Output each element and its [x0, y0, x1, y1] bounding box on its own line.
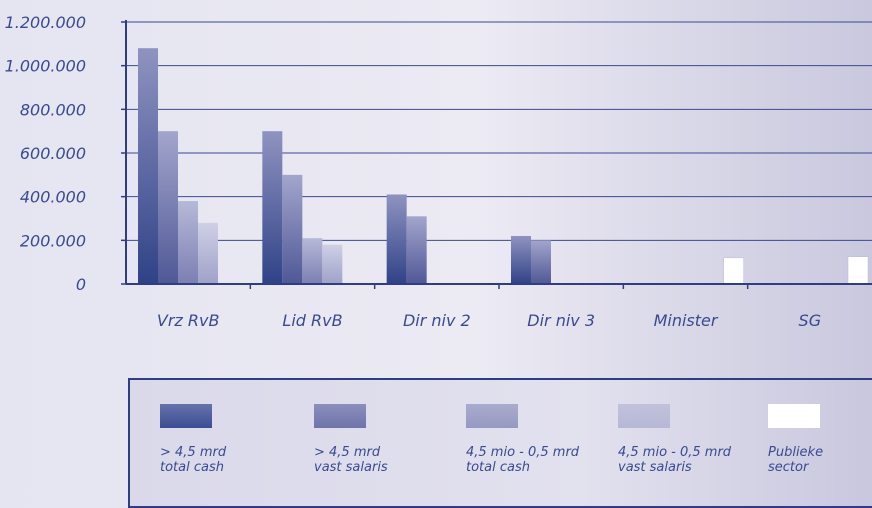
- legend-label: 4,5 mio - 0,5 mrd total cash: [466, 445, 580, 475]
- bar: [262, 131, 283, 284]
- legend-swatch: [768, 404, 820, 428]
- bar: [198, 222, 218, 284]
- bar: [178, 201, 198, 284]
- legend-item: 4,5 mio - 0,5 mrd vast salaris: [618, 404, 731, 475]
- bar: [282, 174, 303, 284]
- bar: [723, 257, 744, 285]
- bar: [531, 240, 551, 284]
- y-tick-label: 1.000.000: [5, 57, 86, 76]
- bar: [322, 244, 343, 284]
- legend-swatch: [618, 404, 670, 428]
- legend-item: Publieke sector: [768, 404, 823, 475]
- y-tick-label: 400.000: [20, 188, 86, 207]
- legend-label: > 4,5 mrd total cash: [160, 445, 227, 475]
- x-tick-label: Lid RvB: [282, 311, 342, 330]
- bar: [406, 216, 427, 284]
- x-tick-label: Vrz RvB: [157, 311, 220, 330]
- legend-swatch: [160, 404, 212, 428]
- y-tick-label: 600.000: [20, 144, 86, 163]
- bar: [302, 238, 323, 284]
- x-tick-label: Minister: [654, 311, 719, 330]
- legend-swatch: [466, 404, 518, 428]
- bar: [386, 194, 407, 284]
- legend-swatch: [314, 404, 366, 428]
- legend-label: Publieke sector: [768, 445, 824, 475]
- bar: [847, 256, 869, 285]
- legend-item: > 4,5 mrd vast salaris: [314, 404, 388, 475]
- legend-label: 4,5 mio - 0,5 mrd vast salaris: [618, 445, 732, 475]
- bar: [158, 131, 178, 284]
- legend: > 4,5 mrd total cash > 4,5 mrd vast salar…: [128, 378, 872, 508]
- y-tick-label: 0: [76, 275, 86, 294]
- legend-item: > 4,5 mrd total cash: [160, 404, 226, 475]
- x-tick-label: Dir niv 2: [403, 311, 471, 330]
- legend-item: 4,5 mio - 0,5 mrd total cash: [466, 404, 579, 475]
- y-tick-label: 800.000: [20, 100, 86, 119]
- bar-chart: 0 200.000 400.000 600.000 800.000 1.000.000 1.…: [5, 13, 872, 330]
- y-tick-label: 200.000: [20, 231, 86, 250]
- bar: [511, 235, 531, 284]
- x-tick-label: SG: [799, 311, 822, 330]
- x-tick-label: Dir niv 3: [527, 311, 595, 330]
- bar: [138, 48, 158, 285]
- legend-label: > 4,5 mrd vast salaris: [314, 445, 388, 475]
- y-tick-label: 1.200.000: [5, 13, 86, 32]
